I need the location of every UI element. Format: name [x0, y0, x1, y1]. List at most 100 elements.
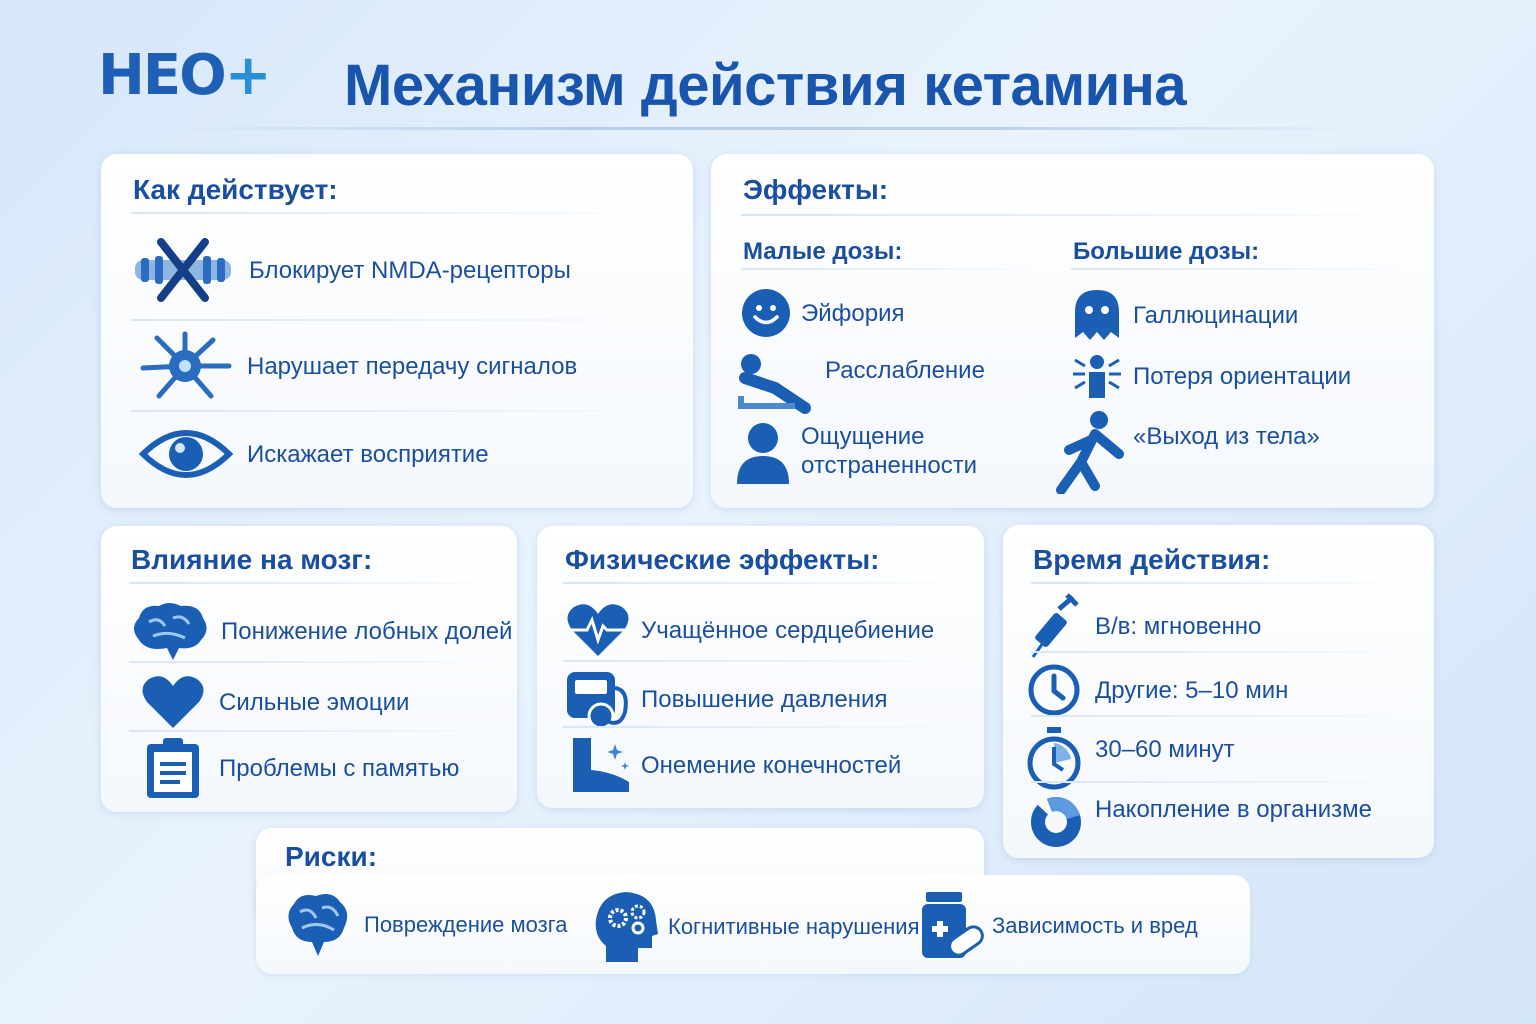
- smiley-icon: [742, 289, 790, 337]
- list-item: Расслабление: [735, 352, 985, 414]
- item-label: Потеря ориентации: [1133, 362, 1352, 390]
- effects-card: Эффекты: Малые дозы: Большие дозы: Эйфор…: [711, 154, 1434, 508]
- divider: [131, 212, 661, 214]
- heartbeat-icon: [567, 604, 629, 656]
- risks-heading: Риски:: [285, 841, 378, 872]
- divider: [129, 661, 499, 663]
- risks-section: Риски: Повреждение мозга Когнитивные нар…: [256, 828, 1250, 974]
- head-gears-icon: [595, 892, 658, 962]
- list-item: Понижение лобных долей: [129, 600, 512, 662]
- list-item: Ощущение отстраненности: [735, 422, 1001, 484]
- eye-icon: [139, 430, 233, 478]
- item-label: Нарушает передачу сигналов: [247, 352, 578, 380]
- high-dose-heading: Большие дозы:: [1073, 238, 1260, 265]
- logo: НЕО+: [98, 48, 272, 104]
- clock-icon: [1028, 664, 1080, 716]
- brain-damage-icon: [288, 894, 348, 956]
- ghost-icon: [1075, 290, 1119, 340]
- item-label: Когнитивные нарушения: [668, 913, 920, 939]
- accumulation-ring-icon: [1031, 797, 1081, 847]
- divider: [1031, 651, 1411, 653]
- divider: [741, 268, 1041, 270]
- divider: [741, 214, 1411, 216]
- person-icon: [737, 423, 789, 484]
- list-item: Учащённое сердцебиение: [565, 602, 934, 658]
- blood-pressure-icon: [567, 672, 628, 730]
- physical-heading: Физические эффекты:: [565, 544, 880, 575]
- duration-heading: Время действия:: [1033, 544, 1271, 575]
- reclining-person-icon: [738, 354, 811, 414]
- list-item: Повышение давления: [565, 668, 887, 730]
- how-heading: Как действует:: [133, 174, 338, 205]
- syringe-icon: [1031, 593, 1079, 658]
- risks-card: [256, 875, 1250, 974]
- item-label: Ощущение отстраненности: [801, 423, 978, 479]
- low-dose-heading: Малые дозы:: [743, 238, 903, 265]
- title-divider: [170, 127, 1370, 130]
- item-label: Блокирует NMDA-рецепторы: [249, 256, 571, 284]
- neuron-icon: [140, 331, 232, 399]
- list-item: Другие: 5–10 мин: [1027, 663, 1288, 717]
- divider: [563, 660, 963, 662]
- duration-card: Время действия: В/в: мгновенно Другие: 5…: [1003, 525, 1434, 858]
- stopwatch-icon: [1027, 727, 1081, 790]
- pill-bottle-icon: [922, 892, 984, 958]
- item-label: Галлюцинации: [1133, 301, 1299, 329]
- list-item: «Выход из тела»: [1051, 410, 1320, 494]
- logo-plus: +: [224, 43, 272, 108]
- item-label: Проблемы с памятью: [219, 754, 460, 782]
- divider: [129, 730, 499, 732]
- physical-effects-card: Физические эффекты: Учащённое сердцебиен…: [537, 526, 984, 808]
- list-item: Онемение конечностей: [569, 736, 901, 794]
- divider: [1031, 582, 1411, 584]
- divider: [563, 582, 963, 584]
- list-item: Накопление в организме: [1029, 795, 1372, 849]
- list-item: В/в: мгновенно: [1029, 593, 1261, 659]
- page-title: Механизм действия кетамина: [344, 53, 1187, 118]
- item-label: В/в: мгновенно: [1095, 612, 1262, 640]
- list-item: Потеря ориентации: [1071, 354, 1351, 398]
- divider: [1031, 715, 1411, 717]
- item-label: Повышение давления: [641, 685, 888, 713]
- item-label: «Выход из тела»: [1133, 423, 1320, 450]
- how-it-works-card: Как действует: Блокирует NMDA-рецепторы …: [101, 154, 693, 508]
- item-label: Искажает восприятие: [247, 440, 489, 468]
- dizzy-person-icon: [1073, 355, 1121, 398]
- logo-text: НЕО: [98, 43, 227, 108]
- list-item: Эйфория: [741, 288, 905, 338]
- item-label: Расслабление: [825, 356, 985, 384]
- numb-foot-icon: [573, 738, 629, 792]
- list-item: Блокирует NMDA-рецепторы: [133, 238, 571, 302]
- divider: [1071, 268, 1411, 270]
- item-label: 30–60 минут: [1095, 735, 1235, 763]
- item-label: Сильные эмоции: [219, 688, 410, 716]
- divider: [129, 582, 499, 584]
- divider: [131, 410, 661, 412]
- list-item: Сильные эмоции: [141, 674, 409, 730]
- item-label: Онемение конечностей: [641, 751, 902, 779]
- item-label: Зависимость и вред: [992, 912, 1198, 938]
- list-item: Зависимость и вред: [920, 890, 1198, 960]
- divider: [131, 319, 661, 321]
- floating-person-icon: [1056, 411, 1124, 494]
- list-item: 30–60 минут: [1025, 725, 1235, 791]
- clipboard-icon: [147, 738, 199, 798]
- divider: [1031, 781, 1411, 783]
- divider: [563, 726, 963, 728]
- item-label: Эйфория: [801, 299, 905, 327]
- item-label: Понижение лобных долей: [221, 617, 513, 645]
- brain-heading: Влияние на мозг:: [131, 544, 373, 575]
- brain-impact-card: Влияние на мозг: Понижение лобных долей …: [101, 526, 517, 812]
- list-item: Когнитивные нарушения: [592, 890, 920, 962]
- blocked-receptor-icon: [135, 238, 231, 302]
- item-label: Учащённое сердцебиение: [641, 616, 935, 644]
- list-item: Повреждение мозга: [284, 890, 568, 958]
- list-item: Галлюцинации: [1071, 288, 1298, 342]
- heart-icon: [142, 676, 204, 728]
- brain-icon: [134, 603, 207, 660]
- list-item: Нарушает передачу сигналов: [137, 330, 577, 402]
- list-item: Проблемы с памятью: [145, 736, 459, 800]
- item-label: Повреждение мозга: [364, 911, 568, 937]
- effects-heading: Эффекты:: [743, 174, 889, 205]
- item-label: Другие: 5–10 мин: [1095, 676, 1289, 704]
